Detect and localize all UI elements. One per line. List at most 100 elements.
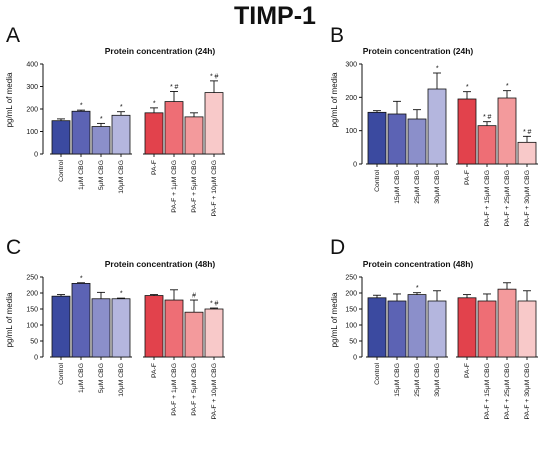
bar: [407, 294, 427, 358]
panel-title: Protein concentration (24h): [363, 46, 474, 56]
panel-title: Protein concentration (24h): [105, 46, 216, 56]
x-tick-label: PA-F + 30μM CBG: [524, 170, 531, 226]
x-tick-label: PA-F + 25μM CBG: [504, 363, 511, 419]
y-axis-label: pg/mL of media: [330, 72, 339, 127]
y-tick-label: 200: [345, 291, 357, 298]
y-tick-label: 0: [34, 355, 38, 362]
x-tick-label: PA-F + 1μM CBG: [171, 363, 178, 416]
significance-label: *: [80, 103, 83, 110]
significance-label: *: [153, 100, 156, 107]
x-tick-label: PA-F: [464, 363, 471, 378]
significance-label: * #: [483, 114, 492, 121]
x-tick-label: 25μM CBG: [414, 170, 421, 204]
y-tick-label: 0: [353, 162, 357, 169]
x-tick-label: 25μM CBG: [414, 363, 421, 397]
significance-label: *: [436, 66, 439, 73]
significance-label: *: [120, 291, 123, 298]
x-tick-label: PA-F: [151, 363, 158, 378]
bar: [517, 300, 537, 358]
bar: [51, 120, 71, 155]
bar: [164, 101, 184, 155]
y-tick-label: 0: [34, 152, 38, 159]
bar: [204, 308, 224, 358]
bar: [71, 110, 91, 155]
bar: [427, 300, 447, 358]
x-tick-label: PA-F + 30μM CBG: [524, 363, 531, 419]
x-tick-label: Control: [58, 160, 65, 182]
bar: [497, 288, 517, 358]
bar: [477, 125, 497, 165]
significance-label: * #: [210, 301, 219, 308]
significance-label: *: [100, 116, 103, 123]
bar: [457, 297, 477, 358]
bar: [71, 282, 91, 358]
significance-label: * #: [170, 84, 179, 91]
panel-a: A Protein concentration (24h) pg/mL of med…: [5, 24, 225, 216]
x-tick-label: 5μM CBG: [98, 363, 105, 393]
x-tick-label: Control: [374, 170, 381, 192]
bar: [387, 113, 407, 165]
panel-c: C Protein concentration (48h) pg/mL of med…: [5, 236, 225, 419]
bar: [144, 112, 164, 155]
y-tick-label: 100: [345, 128, 357, 135]
bar: [144, 295, 164, 358]
x-tick-label: 10μM CBG: [118, 160, 125, 194]
panel-title: Protein concentration (48h): [105, 259, 216, 269]
x-tick-label: PA-F + 15μM CBG: [484, 363, 491, 419]
bar: [517, 141, 537, 165]
bar: [427, 88, 447, 165]
bar: [477, 300, 497, 358]
y-tick-label: 300: [26, 84, 38, 91]
x-tick-label: PA-F + 1μM CBG: [171, 160, 178, 213]
bar: [51, 295, 71, 358]
y-tick-label: 150: [345, 307, 357, 314]
bar: [367, 111, 387, 165]
x-tick-label: 15μM CBG: [394, 363, 401, 397]
bar: [497, 97, 517, 165]
panel-b: B Protein concentration (24h) pg/mL of med…: [330, 24, 538, 226]
significance-label: *: [80, 275, 83, 282]
y-axis-label: pg/mL of media: [5, 292, 14, 347]
y-tick-label: 50: [349, 339, 357, 346]
x-tick-label: PA-F + 5μM CBG: [191, 160, 198, 213]
x-tick-label: 5μM CBG: [98, 160, 105, 190]
bar: [111, 114, 131, 155]
panel-letter: C: [6, 236, 21, 259]
y-tick-label: 100: [26, 129, 38, 136]
significance-label: #: [192, 293, 196, 300]
bar: [457, 98, 477, 165]
y-tick-label: 250: [345, 275, 357, 282]
y-tick-label: 200: [26, 107, 38, 114]
x-tick-label: 1μM CBG: [78, 363, 85, 393]
significance-label: *: [416, 285, 419, 292]
panel-letter: A: [6, 24, 20, 47]
bar: [184, 116, 204, 155]
significance-label: *: [120, 104, 123, 111]
bar: [184, 311, 204, 358]
y-tick-label: 250: [26, 275, 38, 282]
bar: [164, 299, 184, 358]
bar: [407, 118, 427, 165]
y-tick-label: 200: [26, 291, 38, 298]
figure-title: TIMP-1: [234, 2, 316, 30]
panel-letter: B: [330, 24, 344, 47]
significance-label: * #: [210, 73, 219, 80]
x-tick-label: 30μM CBG: [434, 170, 441, 204]
panel-title: Protein concentration (48h): [363, 259, 474, 269]
x-tick-label: PA-F: [151, 160, 158, 175]
x-tick-label: PA-F + 10μM CBG: [211, 160, 218, 216]
bar: [367, 297, 387, 358]
significance-label: * #: [523, 129, 532, 136]
x-tick-label: Control: [58, 363, 65, 385]
y-tick-label: 300: [345, 62, 357, 69]
significance-label: *: [466, 84, 469, 91]
bar: [91, 126, 111, 155]
y-tick-label: 400: [26, 62, 38, 69]
significance-label: *: [506, 83, 509, 90]
y-tick-label: 100: [345, 323, 357, 330]
panel-letter: D: [330, 236, 345, 259]
x-tick-label: PA-F + 5μM CBG: [191, 363, 198, 416]
x-tick-label: PA-F + 10μM CBG: [211, 363, 218, 419]
y-tick-label: 200: [345, 95, 357, 102]
x-tick-label: PA-F: [464, 170, 471, 185]
